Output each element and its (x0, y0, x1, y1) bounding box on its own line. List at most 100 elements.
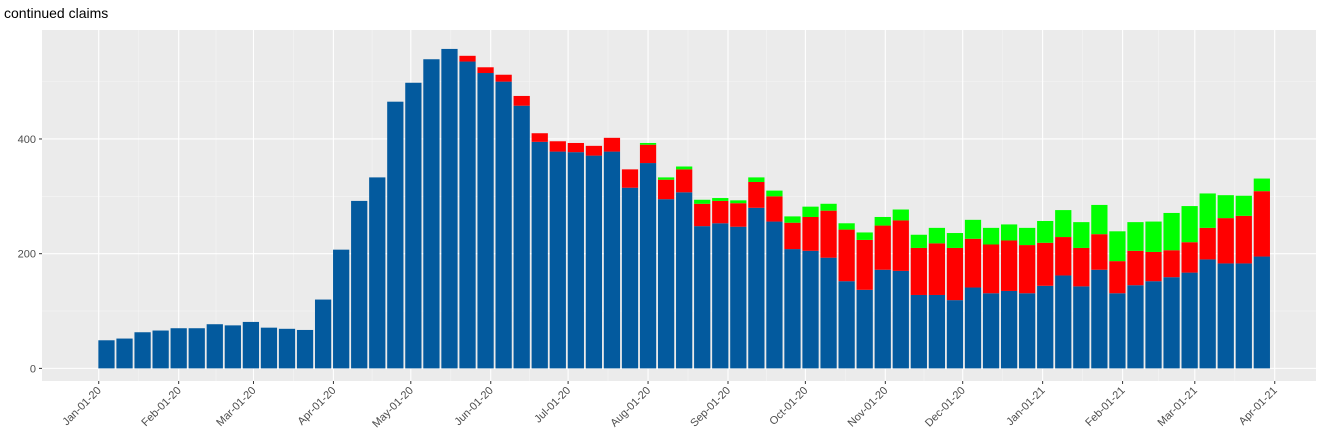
bar-segment (1019, 227, 1036, 246)
bar-segment (838, 223, 855, 230)
bar-segment (1127, 222, 1144, 251)
y-tick-label: 0 (30, 363, 36, 375)
bar-segment (964, 219, 982, 239)
bar-segment (784, 249, 801, 369)
bar-segment (928, 227, 946, 244)
bar-segment (639, 142, 657, 145)
bar-segment (766, 221, 783, 369)
bar-segment (802, 216, 819, 251)
bar-segment (784, 222, 801, 250)
bar-segment (1235, 215, 1252, 264)
bar-segment (748, 181, 765, 208)
x-tick-label: Jul-01-20 (532, 385, 573, 426)
bar-segment (874, 216, 891, 226)
bar-segment (874, 225, 891, 270)
bar-segment (188, 328, 205, 369)
bar-segment (1000, 224, 1018, 241)
bar-segment (639, 163, 657, 369)
bar-segment (1000, 290, 1018, 369)
bar-segment (802, 250, 819, 369)
bar-segment (1073, 286, 1090, 369)
bar-segment (152, 330, 169, 369)
bar-segment (423, 59, 440, 369)
bar-segment (1091, 234, 1108, 270)
bar-segment (657, 179, 675, 200)
bar-segment (784, 216, 801, 223)
bar-segment (1163, 277, 1180, 369)
bar-segment (712, 198, 729, 201)
bar-segment (748, 207, 765, 369)
bar-segment (766, 190, 783, 197)
bar-segment (982, 293, 1000, 369)
x-tick-label: Aug-01-20 (608, 385, 653, 430)
bar-segment (892, 270, 909, 369)
x-tick-label: Feb-01-21 (1083, 385, 1127, 429)
bar-segment (946, 233, 964, 248)
bar-segment (766, 196, 783, 222)
bar-segment (603, 151, 621, 369)
bar-segment (1055, 275, 1072, 369)
bar-segment (1055, 237, 1072, 276)
bar-segment (1019, 245, 1036, 294)
bar-segment (1109, 293, 1126, 369)
bar-segment (1235, 195, 1252, 216)
bar-segment (712, 223, 729, 369)
bar-segment (278, 328, 296, 369)
y-tick-label: 200 (18, 249, 36, 261)
bar-segment (748, 177, 765, 182)
bar-segment (369, 177, 386, 369)
bar-segment (838, 281, 855, 369)
bar-segment (856, 239, 873, 290)
bar-segment (1037, 285, 1054, 369)
bar-segment (531, 141, 548, 369)
bar-segment (567, 152, 584, 369)
bar-segment (585, 155, 603, 369)
bar-segment (694, 203, 711, 227)
bar-segment (549, 141, 566, 152)
bar-segment (730, 200, 747, 204)
x-tick-label: Apr-01-21 (1237, 385, 1280, 428)
x-tick-label: Jan-01-20 (60, 385, 104, 429)
bar-segment (621, 169, 639, 188)
bar-segment (170, 328, 187, 369)
chart-title: continued claims (4, 5, 108, 21)
bar-segment (1019, 293, 1036, 369)
x-tick-label: Apr-01-20 (295, 385, 338, 428)
bar-segment (694, 226, 711, 369)
bar-segment (224, 325, 241, 369)
bar-segment (603, 137, 621, 152)
bar-segment (585, 145, 603, 156)
bar-segment (495, 81, 512, 369)
bar-segment (351, 200, 368, 369)
bar-segment (1145, 281, 1162, 369)
bar-segment (657, 177, 675, 180)
bar-segment (1127, 285, 1144, 369)
bar-segment (946, 247, 964, 301)
x-tick-label: Jan-01-21 (1004, 385, 1048, 429)
bar-segment (1235, 263, 1252, 369)
bar-segment (694, 199, 711, 204)
bar-segment (928, 243, 946, 295)
bar-segment (405, 82, 422, 369)
bar-segment (676, 169, 693, 193)
bar-segment (928, 294, 946, 369)
bar-segment (1181, 242, 1198, 273)
bar-segment (910, 294, 927, 369)
bar-segment (1109, 261, 1126, 294)
x-tick-label: Nov-01-20 (846, 385, 891, 430)
bar-segment (134, 332, 151, 369)
bar-segment (820, 257, 837, 369)
bar-segment (116, 338, 133, 369)
x-tick-label: Mar-01-20 (214, 385, 258, 429)
bar-segment (802, 206, 819, 217)
bar-segment (1217, 195, 1234, 219)
bar-segment (657, 199, 675, 369)
bar-segment (910, 247, 927, 295)
bar-segment (495, 74, 512, 82)
y-tick-label: 400 (18, 134, 36, 146)
bar-segment (1253, 256, 1270, 369)
x-tick-label: Mar-01-21 (1156, 385, 1200, 429)
bar-segment (1037, 242, 1054, 286)
bar-segment (531, 133, 548, 142)
bar-segment (314, 299, 332, 369)
